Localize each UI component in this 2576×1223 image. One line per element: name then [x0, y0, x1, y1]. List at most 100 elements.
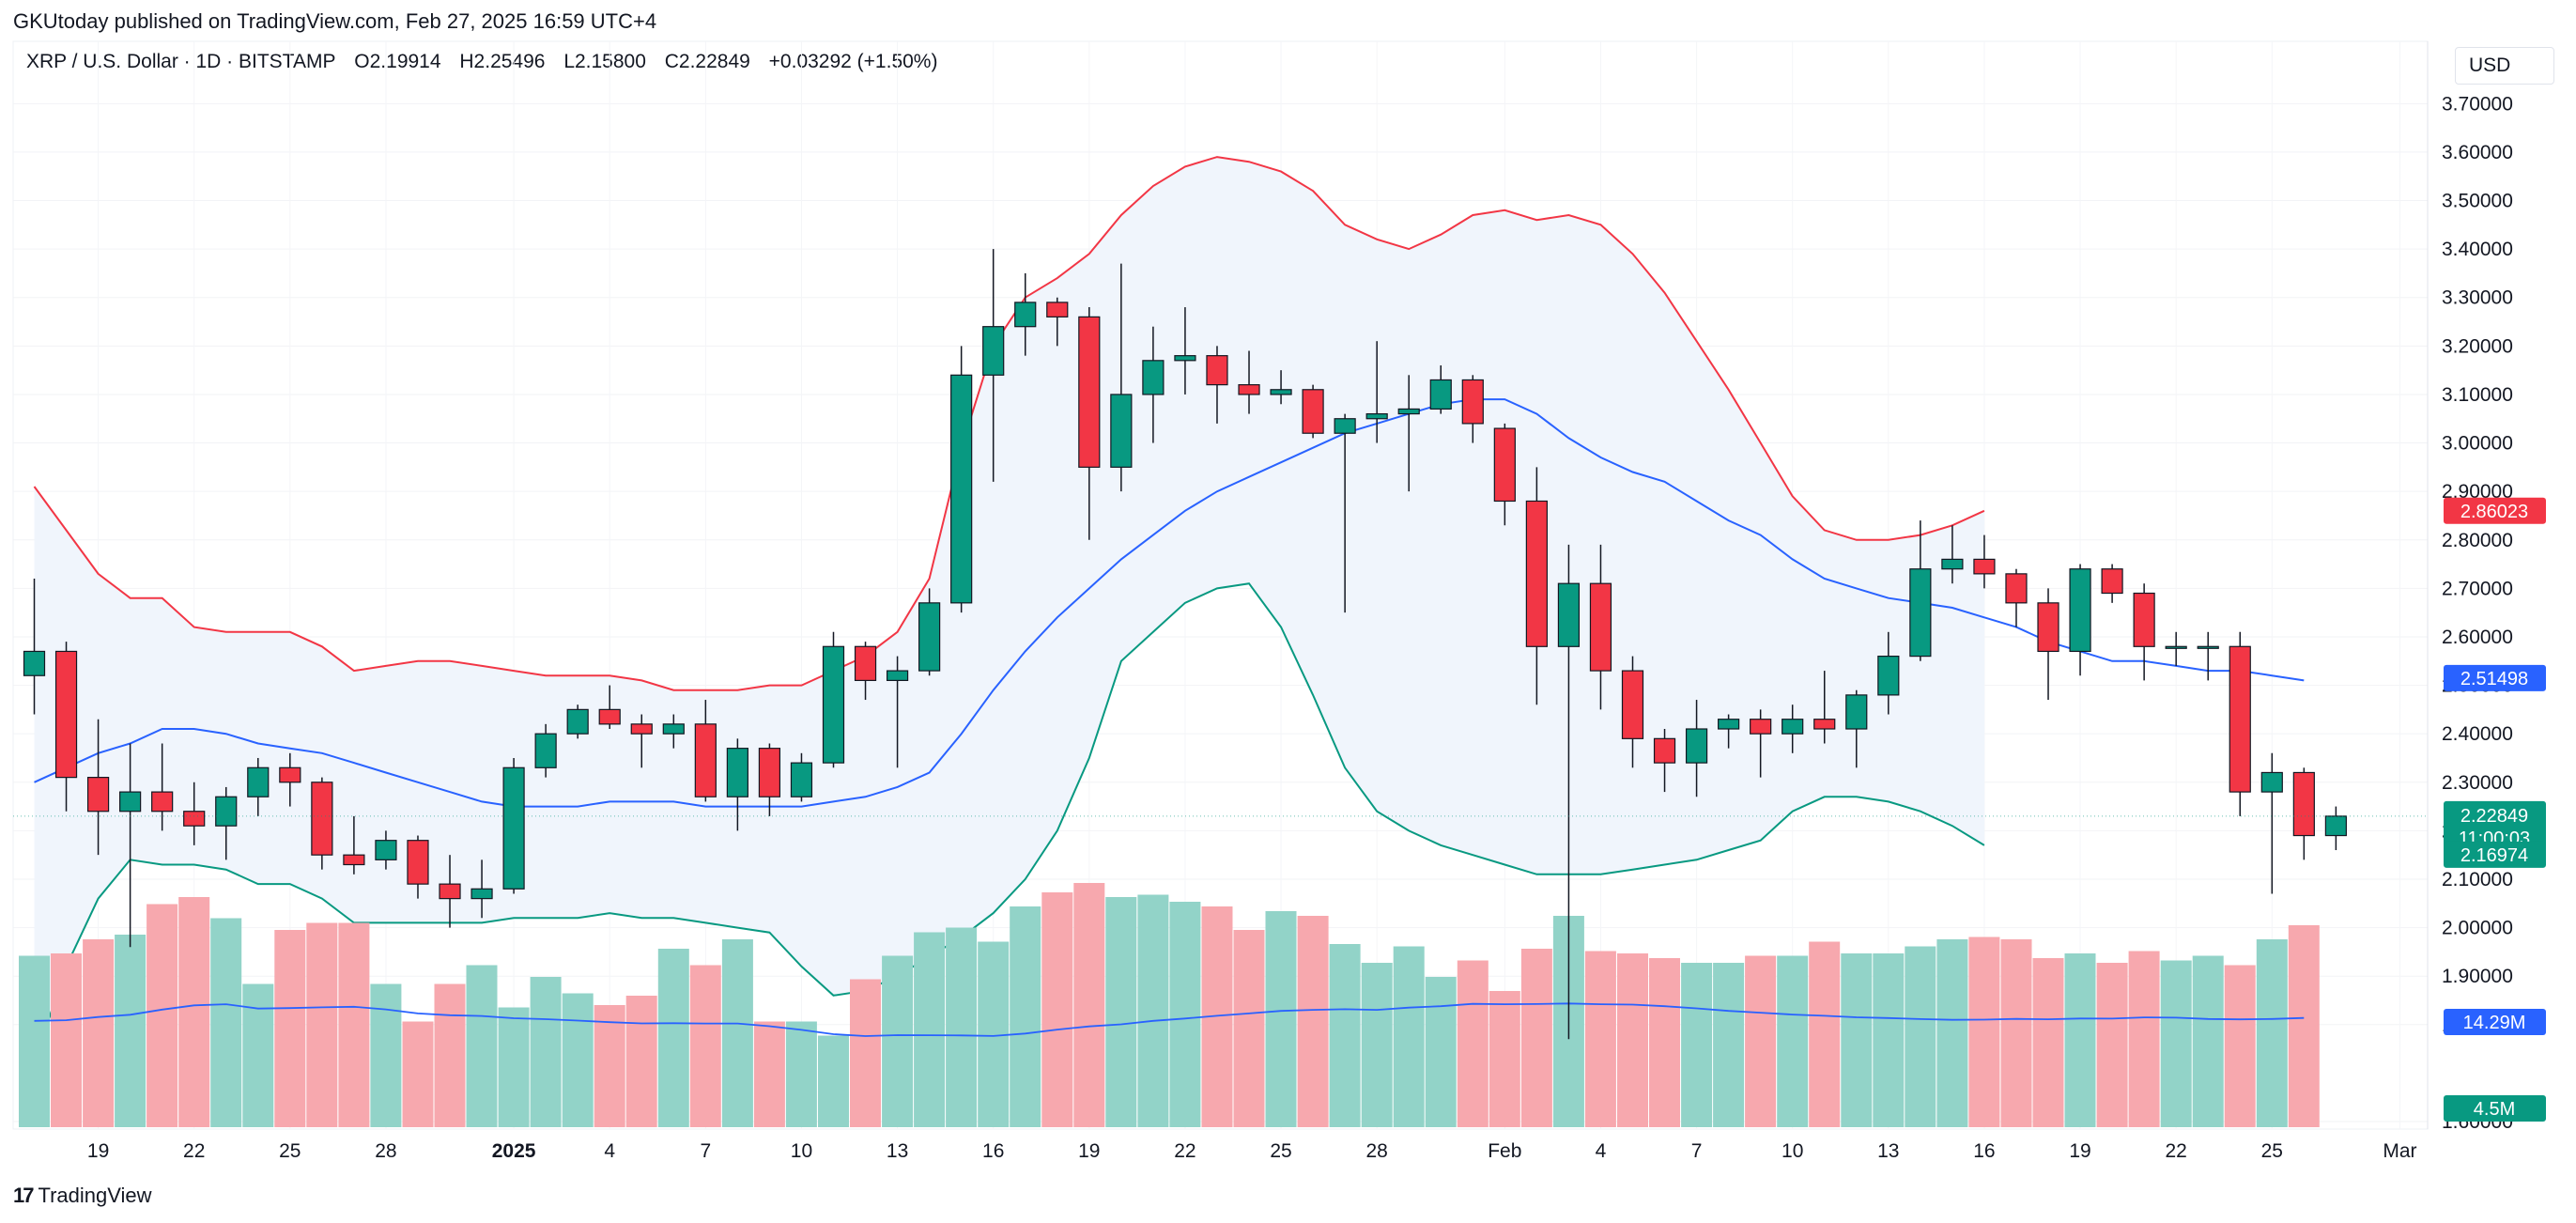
- candle: [1270, 370, 1292, 405]
- candle-body: [183, 811, 206, 827]
- candle-body: [1525, 500, 1548, 647]
- candle-body: [407, 840, 429, 885]
- candle-body: [822, 645, 845, 764]
- volume-bar: [498, 1007, 530, 1127]
- upper-band-label-text: 2.86023: [2460, 502, 2528, 522]
- candle-body: [1365, 412, 1388, 420]
- candle-body: [1589, 582, 1612, 672]
- candle-body: [726, 748, 748, 797]
- volume-bar: [1617, 953, 1648, 1127]
- y-tick-label: 2.40000: [2442, 723, 2513, 745]
- volume-bar: [1681, 963, 1713, 1127]
- candle: [2037, 588, 2059, 701]
- candle-body: [375, 840, 397, 860]
- candle: [950, 346, 973, 613]
- candle: [630, 714, 653, 768]
- x-tick-label: 13: [1877, 1140, 1899, 1162]
- volume-bar: [562, 993, 594, 1127]
- basis-label-text: 2.51498: [2460, 669, 2528, 689]
- candle: [407, 835, 429, 899]
- candle-body: [502, 766, 525, 890]
- candle-body: [311, 782, 333, 856]
- candle-body: [1877, 656, 1900, 696]
- candle-body: [86, 777, 110, 813]
- candle-body: [2229, 645, 2251, 793]
- x-tick-label: 22: [2166, 1140, 2187, 1162]
- y-tick-label: 3.30000: [2442, 287, 2513, 309]
- volume-bar: [306, 922, 338, 1127]
- candle-body: [534, 733, 557, 768]
- x-tick-label: 25: [279, 1140, 301, 1162]
- candle-body: [2165, 645, 2187, 649]
- volume-bar: [1425, 977, 1457, 1127]
- y-tick-label: 2.80000: [2442, 530, 2513, 551]
- candle-body: [854, 645, 877, 682]
- candle-body: [343, 854, 365, 866]
- candle-body: [2037, 602, 2059, 653]
- volume-bar: [1745, 955, 1777, 1127]
- last-price-label-bg: [2444, 800, 2546, 852]
- volume-bar: [1169, 902, 1201, 1127]
- candle: [1909, 520, 1932, 661]
- candle: [1813, 671, 1836, 744]
- candle-body: [1078, 316, 1101, 468]
- candle-body: [1206, 355, 1228, 386]
- x-tick-label: 28: [375, 1140, 396, 1162]
- currency-selector[interactable]: USD: [2455, 47, 2554, 85]
- volume-bar: [753, 1021, 785, 1127]
- candle: [1206, 346, 1228, 424]
- candle-body: [1909, 568, 1932, 658]
- volume-bar: [1649, 958, 1680, 1127]
- tradingview-logo-icon: 17: [13, 1184, 35, 1207]
- candle-body: [1397, 408, 1420, 415]
- volume-bar: [530, 977, 562, 1127]
- x-tick-label: 16: [1973, 1140, 1995, 1162]
- last-price-text: 2.22849: [2460, 806, 2528, 827]
- y-tick-label: 1.90000: [2442, 966, 2513, 987]
- volume-ma-label-text: 14.29M: [2463, 1013, 2526, 1033]
- volume-bar: [818, 1035, 849, 1127]
- lower-band-label-bg: [2444, 841, 2546, 868]
- lower-band-label: 2.16974: [2444, 841, 2546, 868]
- volume-bar: [1361, 963, 1393, 1127]
- y-tick-label: 3.00000: [2442, 433, 2513, 455]
- candle: [918, 588, 941, 676]
- candle-body: [151, 791, 174, 813]
- x-tick-label: 22: [1174, 1140, 1195, 1162]
- candle: [86, 719, 110, 856]
- candle: [470, 859, 493, 919]
- upper-band-label: 2.86023: [2444, 497, 2546, 524]
- volume-bar: [1841, 953, 1873, 1127]
- y-tick-label: 3.40000: [2442, 239, 2513, 260]
- candle: [279, 752, 301, 807]
- candle: [822, 631, 845, 768]
- y-tick-label: 2.30000: [2442, 772, 2513, 794]
- candle: [1653, 729, 1676, 793]
- candle: [1525, 467, 1548, 705]
- candle: [215, 786, 238, 860]
- candle: [534, 723, 557, 778]
- candle-body: [662, 723, 685, 735]
- volume-bar: [850, 979, 881, 1127]
- volume-bar: [402, 1021, 434, 1127]
- x-tick-label: Feb: [1488, 1140, 1521, 1162]
- candle-body: [2324, 815, 2347, 837]
- candle-body: [630, 723, 653, 735]
- candle-body: [1813, 719, 1836, 730]
- candle-body: [1845, 694, 1868, 730]
- candle: [247, 757, 270, 816]
- candle: [1877, 631, 1900, 715]
- symbol-name[interactable]: XRP / U.S. Dollar · 1D · BITSTAMP: [26, 51, 336, 72]
- candle: [982, 249, 1005, 482]
- candle: [1365, 341, 1388, 443]
- volume-bar: [210, 918, 242, 1127]
- tradingview-logo[interactable]: 17 TradingView: [13, 1184, 152, 1208]
- x-tick-label: 13: [887, 1140, 908, 1162]
- x-tick-label: 25: [1270, 1140, 1291, 1162]
- candle: [2165, 631, 2187, 666]
- basis-label-bg: [2444, 664, 2546, 691]
- candles: [23, 249, 2347, 1040]
